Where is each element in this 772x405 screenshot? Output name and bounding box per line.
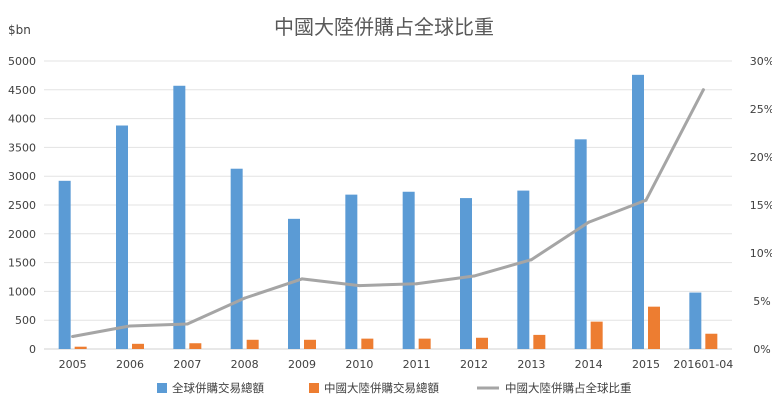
line-point — [587, 220, 591, 224]
bar-global — [517, 190, 530, 349]
bar-global — [58, 180, 71, 349]
bar-china — [304, 339, 316, 349]
bar-china — [533, 334, 546, 349]
bar-china — [590, 321, 603, 349]
y-tick-label: 4500 — [8, 84, 36, 97]
bar-global — [116, 125, 128, 350]
legend-label: 全球併購交易總額 — [172, 381, 264, 395]
line-point — [701, 88, 705, 92]
line-point — [357, 284, 361, 288]
y-tick-label: 500 — [15, 314, 36, 327]
bar-china — [418, 338, 431, 349]
y-tick-label: 3000 — [8, 170, 36, 183]
y-tick-label: 4000 — [8, 113, 36, 126]
bar-global — [230, 168, 243, 349]
line-point — [529, 258, 533, 262]
y2-tick-label: 25% — [750, 103, 772, 116]
bar-global — [460, 198, 472, 349]
line-point — [644, 198, 648, 202]
line-share — [71, 88, 705, 339]
x-tick-label: 201601-04 — [673, 358, 733, 371]
legend-label: 中國大陸併購交易總額 — [324, 381, 439, 395]
line-point — [415, 282, 419, 286]
x-tick-label: 2014 — [575, 358, 603, 371]
legend: 全球併購交易總額 中國大陸併購交易總額 中國大陸併購占全球比重 — [157, 381, 632, 395]
x-tick-label: 2013 — [517, 358, 545, 371]
line-point — [300, 277, 304, 281]
y-tick-label: 2000 — [8, 228, 36, 241]
x-tick-label: 2007 — [173, 358, 201, 371]
y-tick-label: 1500 — [8, 257, 36, 270]
x-tick-label: 2006 — [116, 358, 144, 371]
legend-swatch — [309, 383, 319, 393]
bar-global — [345, 194, 358, 349]
bar-global — [632, 74, 644, 349]
gridlines — [44, 60, 732, 350]
bar-china — [361, 338, 374, 349]
y-axis-unit-label: $bn — [8, 23, 31, 37]
y2-tick-label: 0% — [753, 343, 770, 356]
y-tick-label: 5000 — [8, 55, 36, 68]
bar-global — [574, 139, 587, 349]
y2-tick-label: 10% — [750, 247, 772, 260]
line-point — [185, 322, 189, 326]
x-tick-label: 2009 — [288, 358, 316, 371]
x-tick-label: 2015 — [632, 358, 660, 371]
bar-global — [288, 218, 300, 349]
chart-title: 中國大陸併購占全球比重 — [274, 15, 494, 39]
bar-china — [189, 343, 202, 349]
left-axis-ticks: 0 500 1000 1500 2000 2500 3000 3500 4000 4500 5000 — [8, 55, 36, 356]
y-tick-label: 3500 — [8, 141, 36, 154]
line-series-group — [71, 88, 705, 339]
bar-global — [173, 85, 186, 349]
bar-china — [476, 337, 488, 349]
bar-china — [705, 333, 718, 349]
line-point — [128, 324, 132, 328]
y-tick-label: 0 — [29, 343, 36, 356]
bar-china — [246, 339, 259, 349]
x-tick-label: 2011 — [403, 358, 431, 371]
y-tick-label: 2500 — [8, 199, 36, 212]
legend-swatch — [157, 383, 167, 393]
bar-china — [74, 346, 87, 349]
y2-tick-label: 15% — [750, 199, 772, 212]
x-tick-label: 2010 — [345, 358, 373, 371]
line-point — [472, 274, 476, 278]
bar-series-group — [58, 74, 718, 350]
x-tick-label: 2005 — [59, 358, 87, 371]
y-tick-label: 1000 — [8, 285, 36, 298]
bar-global — [689, 292, 702, 349]
bar-china — [648, 306, 660, 349]
y2-tick-label: 5% — [753, 295, 770, 308]
line-point — [71, 335, 75, 339]
legend-label: 中國大陸併購占全球比重 — [505, 381, 632, 395]
x-axis-ticks: 2005 2006 2007 2008 2009 2010 2011 2012 2013 2014… — [59, 358, 734, 371]
line-point — [243, 296, 247, 300]
y2-tick-label: 30% — [750, 55, 772, 68]
x-tick-label: 2008 — [231, 358, 259, 371]
bar-global — [402, 191, 415, 349]
y2-tick-label: 20% — [750, 151, 772, 164]
bar-china — [132, 343, 144, 349]
x-tick-label: 2012 — [460, 358, 488, 371]
right-axis-ticks: 0% 5% 10% 15% 20% 25% 30% — [750, 55, 772, 356]
